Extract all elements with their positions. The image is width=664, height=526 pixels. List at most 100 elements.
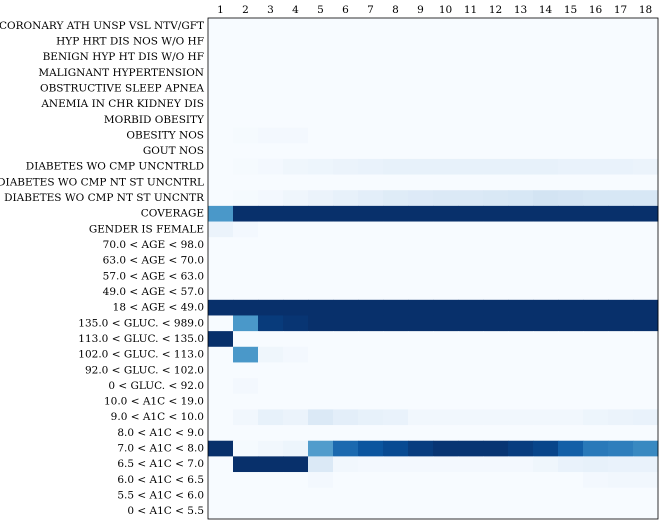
heatmap-cell bbox=[408, 111, 434, 128]
heatmap-cell bbox=[408, 409, 434, 426]
heatmap-cell bbox=[408, 346, 434, 363]
heatmap-cell bbox=[208, 205, 234, 222]
heatmap-cell bbox=[333, 268, 359, 285]
heatmap-cell bbox=[458, 18, 484, 35]
plot-frame bbox=[207, 17, 659, 520]
heatmap-cell bbox=[358, 425, 384, 442]
heatmap-cell bbox=[358, 362, 384, 379]
heatmap-cell bbox=[483, 425, 509, 442]
heatmap-cell bbox=[208, 252, 234, 269]
heatmap-cell bbox=[308, 362, 334, 379]
heatmap-cell bbox=[383, 487, 409, 504]
heatmap-cell bbox=[533, 205, 559, 222]
heatmap-cell bbox=[408, 49, 434, 66]
heatmap-cell bbox=[383, 503, 409, 520]
heatmap-cell bbox=[283, 456, 309, 473]
heatmap-cell bbox=[233, 393, 259, 410]
heatmap-cell bbox=[633, 346, 659, 363]
heatmap-cell bbox=[258, 440, 284, 457]
heatmap-cell bbox=[458, 96, 484, 113]
heatmap-cell bbox=[533, 409, 559, 426]
heatmap-cell bbox=[508, 221, 534, 238]
row-label: DIABETES WO CMP UNCNTRLD bbox=[26, 161, 204, 173]
column-label: 4 bbox=[292, 4, 299, 16]
heatmap-cell bbox=[458, 33, 484, 50]
heatmap-cell bbox=[583, 456, 609, 473]
heatmap-cell bbox=[358, 299, 384, 316]
heatmap-cell bbox=[333, 252, 359, 269]
heatmap-cell bbox=[608, 33, 634, 50]
heatmap-cell bbox=[608, 127, 634, 144]
heatmap-cell bbox=[408, 487, 434, 504]
heatmap-cell bbox=[558, 472, 584, 489]
heatmap-cell bbox=[508, 503, 534, 520]
heatmap-cell bbox=[283, 64, 309, 82]
heatmap-cell bbox=[283, 331, 309, 348]
heatmap-cell bbox=[358, 393, 384, 410]
heatmap-cell bbox=[308, 503, 334, 520]
row-label: GOUT NOS bbox=[143, 145, 204, 157]
heatmap-cell bbox=[508, 299, 534, 316]
heatmap-cell bbox=[258, 268, 284, 285]
column-label: 2 bbox=[242, 4, 249, 16]
heatmap-cell bbox=[258, 393, 284, 410]
heatmap-cell bbox=[558, 205, 584, 222]
heatmap-cell bbox=[458, 472, 484, 489]
row-label: ANEMIA IN CHR KIDNEY DIS bbox=[40, 98, 204, 110]
heatmap-cell bbox=[508, 190, 534, 207]
heatmap-cell bbox=[508, 362, 534, 379]
heatmap-cell bbox=[408, 440, 434, 457]
heatmap-cell bbox=[208, 111, 234, 128]
heatmap-cell bbox=[258, 362, 284, 379]
heatmap-cell bbox=[633, 503, 659, 520]
heatmap-cell bbox=[208, 143, 234, 160]
heatmap-cell bbox=[233, 440, 259, 457]
heatmap-cell bbox=[358, 190, 384, 207]
heatmap-cell bbox=[533, 127, 559, 144]
heatmap-cell bbox=[608, 268, 634, 285]
heatmap-cell bbox=[583, 205, 609, 222]
heatmap-cell bbox=[283, 299, 309, 316]
heatmap-cell bbox=[283, 18, 309, 35]
heatmap-cell bbox=[408, 190, 434, 207]
heatmap-cell bbox=[558, 158, 584, 175]
heatmap-cell bbox=[508, 127, 534, 144]
heatmap-cell bbox=[558, 174, 584, 191]
heatmap-cell bbox=[433, 143, 459, 160]
heatmap-cell bbox=[233, 143, 259, 160]
heatmap-cell bbox=[508, 205, 534, 222]
heatmap-cell bbox=[308, 440, 334, 457]
heatmap-cell bbox=[533, 268, 559, 285]
heatmap-cell bbox=[433, 158, 459, 175]
heatmap-cell bbox=[533, 503, 559, 520]
heatmap-cell bbox=[333, 456, 359, 473]
heatmap-cell bbox=[283, 346, 309, 363]
heatmap-cell bbox=[533, 456, 559, 473]
heatmap-cell bbox=[233, 18, 259, 35]
heatmap-cell bbox=[483, 393, 509, 410]
heatmap-cell bbox=[458, 440, 484, 457]
heatmap-cell bbox=[533, 80, 559, 97]
heatmap-cell bbox=[383, 174, 409, 191]
heatmap-cell bbox=[308, 205, 334, 222]
column-label: 1 bbox=[217, 4, 224, 16]
heatmap-cell bbox=[383, 18, 409, 35]
heatmap-cell bbox=[208, 315, 234, 332]
heatmap-cell bbox=[408, 472, 434, 489]
heatmap-cell bbox=[208, 18, 234, 35]
heatmap-cell bbox=[233, 472, 259, 489]
heatmap-cell bbox=[258, 64, 284, 82]
heatmap-cell bbox=[633, 456, 659, 473]
heatmap-cell bbox=[633, 472, 659, 489]
heatmap-cell bbox=[608, 299, 634, 316]
heatmap-cell bbox=[258, 143, 284, 160]
heatmap-cell bbox=[483, 174, 509, 191]
heatmap-cell bbox=[508, 49, 534, 66]
heatmap-cell bbox=[633, 315, 659, 332]
heatmap-cell bbox=[583, 221, 609, 238]
heatmap-cell bbox=[308, 472, 334, 489]
heatmap-cell bbox=[433, 487, 459, 504]
heatmap-cell bbox=[458, 487, 484, 504]
row-label: GENDER IS FEMALE bbox=[89, 223, 204, 235]
heatmap-cell bbox=[608, 487, 634, 504]
